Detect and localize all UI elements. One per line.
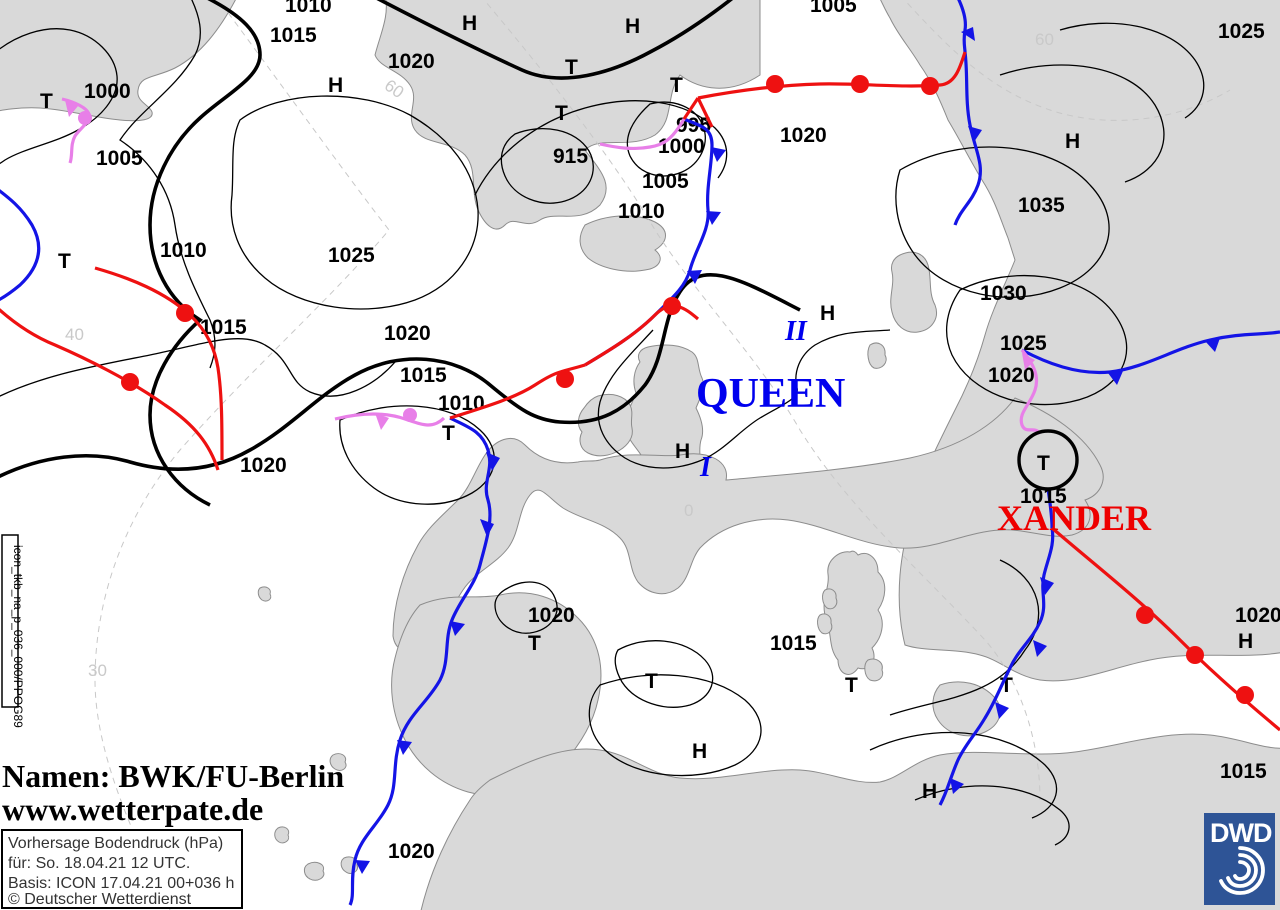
svg-text:II: II [784, 316, 808, 347]
svg-text:H: H [462, 12, 477, 35]
svg-text:1000: 1000 [84, 80, 131, 103]
svg-text:T: T [40, 90, 53, 113]
svg-text:30: 30 [88, 661, 107, 680]
svg-text:H: H [328, 74, 343, 97]
svg-text:1020: 1020 [240, 454, 287, 477]
svg-text:T: T [845, 674, 858, 697]
svg-text:H: H [922, 780, 937, 803]
svg-text:1020: 1020 [388, 50, 435, 73]
svg-text:icon_tkb_na_p_036_000/PPOG89: icon_tkb_na_p_036_000/PPOG89 [11, 545, 25, 728]
svg-text:1010: 1010 [285, 0, 332, 17]
svg-text:Namen: BWK/FU-Berlin: Namen: BWK/FU-Berlin [2, 758, 344, 794]
svg-text:1015: 1015 [1020, 485, 1067, 508]
svg-text:T: T [645, 670, 658, 693]
svg-text:1005: 1005 [642, 170, 689, 193]
svg-text:1020: 1020 [988, 364, 1035, 387]
svg-text:1020: 1020 [388, 840, 435, 863]
svg-text:QUEEN: QUEEN [696, 371, 845, 417]
svg-text:für: So. 18.04.21 12 UTC.: für: So. 18.04.21 12 UTC. [8, 855, 190, 872]
svg-text:T: T [442, 422, 455, 445]
svg-text:© Deutscher Wetterdienst: © Deutscher Wetterdienst [8, 891, 192, 908]
svg-text:H: H [1238, 630, 1253, 653]
svg-text:1010: 1010 [438, 392, 485, 415]
svg-text:T: T [528, 632, 541, 655]
svg-text:T: T [670, 74, 683, 97]
svg-text:1020: 1020 [384, 322, 431, 345]
svg-text:H: H [820, 302, 835, 325]
svg-text:T: T [555, 102, 568, 125]
svg-text:Vorhersage Bodendruck (hPa): Vorhersage Bodendruck (hPa) [8, 835, 223, 852]
svg-text:1030: 1030 [980, 282, 1027, 305]
svg-text:1005: 1005 [810, 0, 857, 17]
svg-text:1015: 1015 [770, 632, 817, 655]
svg-text:1010: 1010 [618, 200, 665, 223]
svg-text:1025: 1025 [328, 244, 375, 267]
svg-text:H: H [625, 15, 640, 38]
svg-text:40: 40 [65, 325, 84, 344]
svg-text:0: 0 [684, 501, 693, 520]
svg-text:1020: 1020 [1235, 604, 1280, 627]
svg-text:www.wetterpate.de: www.wetterpate.de [2, 791, 263, 827]
svg-text:1015: 1015 [1220, 760, 1267, 783]
svg-text:1010: 1010 [160, 239, 207, 262]
svg-text:1020: 1020 [780, 124, 827, 147]
svg-text:1025: 1025 [1218, 20, 1265, 43]
svg-text:1015: 1015 [400, 364, 447, 387]
svg-text:Basis: ICON 17.04.21 00+036 h: Basis: ICON 17.04.21 00+036 h [8, 875, 234, 892]
svg-text:DWD: DWD [1210, 818, 1272, 848]
svg-text:T: T [1037, 452, 1050, 475]
svg-text:H: H [692, 740, 707, 763]
svg-text:1015: 1015 [270, 24, 317, 47]
svg-text:T: T [58, 250, 71, 273]
svg-text:1000: 1000 [658, 135, 705, 158]
svg-text:I: I [699, 452, 712, 483]
svg-text:1020: 1020 [528, 604, 575, 627]
svg-text:1005: 1005 [96, 147, 143, 170]
svg-text:60: 60 [1035, 30, 1054, 49]
svg-text:T: T [565, 56, 578, 79]
svg-text:H: H [1065, 130, 1080, 153]
svg-text:1035: 1035 [1018, 194, 1065, 217]
svg-text:H: H [675, 440, 690, 463]
svg-text:915: 915 [553, 145, 588, 168]
